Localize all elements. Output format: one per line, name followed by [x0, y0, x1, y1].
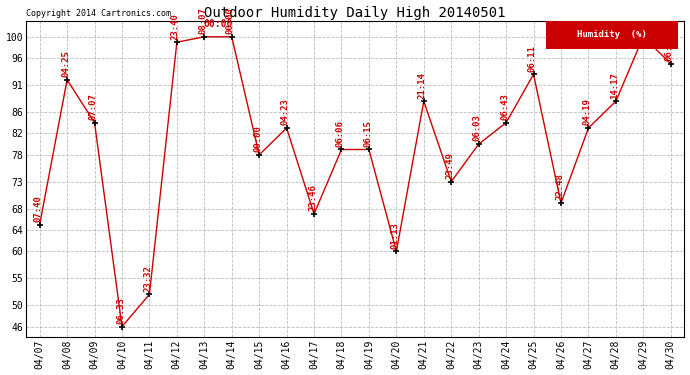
Text: 23:46: 23:46	[308, 184, 317, 211]
Text: 00:00: 00:00	[204, 19, 233, 29]
Text: 22:48: 22:48	[555, 174, 564, 201]
Title: Outdoor Humidity Daily High 20140501: Outdoor Humidity Daily High 20140501	[204, 6, 506, 20]
Text: 06:11: 06:11	[528, 45, 537, 72]
Text: 23:40: 23:40	[171, 13, 180, 39]
Text: 06:15: 06:15	[363, 120, 372, 147]
Text: 01:13: 01:13	[391, 222, 400, 249]
Text: 21:14: 21:14	[418, 72, 427, 99]
Text: 08:07: 08:07	[199, 7, 208, 34]
Text: 14:17: 14:17	[610, 72, 619, 99]
Text: 06:33: 06:33	[116, 297, 125, 324]
Text: 06:06: 06:06	[335, 120, 344, 147]
Text: 06:31: 06:31	[665, 34, 674, 61]
Text: 07:40: 07:40	[34, 195, 43, 222]
Text: 00:00: 00:00	[253, 125, 262, 152]
Text: 23:32: 23:32	[144, 265, 152, 292]
Text: Copyright 2014 Cartronics.com: Copyright 2014 Cartronics.com	[26, 9, 171, 18]
Text: 07:07: 07:07	[89, 93, 98, 120]
Text: 06:03: 06:03	[473, 115, 482, 141]
Text: 04:25: 04:25	[61, 50, 70, 77]
Text: 23:49: 23:49	[445, 152, 454, 179]
Text: 00:00: 00:00	[226, 7, 235, 34]
Text: 06:43: 06:43	[500, 93, 509, 120]
Text: 04:23: 04:23	[281, 99, 290, 125]
Text: 04:19: 04:19	[582, 99, 591, 125]
